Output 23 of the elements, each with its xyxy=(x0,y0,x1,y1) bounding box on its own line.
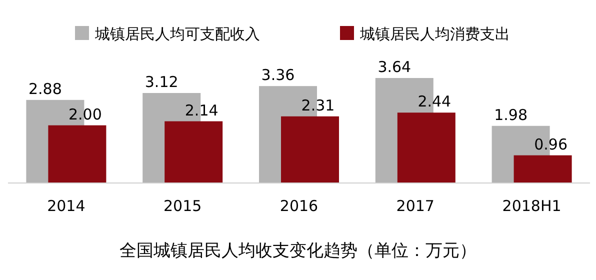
bar xyxy=(514,155,572,183)
data-label: 3.12 xyxy=(144,73,178,91)
x-tick-label: 2018H1 xyxy=(502,197,562,215)
x-tick-label: 2015 xyxy=(164,197,202,215)
legend-label: 城镇居民人均可支配收入 xyxy=(94,25,260,43)
bar xyxy=(48,125,106,183)
data-label: 3.64 xyxy=(378,58,412,76)
data-label: 2.44 xyxy=(418,92,452,111)
data-label: 0.96 xyxy=(534,135,568,154)
x-tick-label: 2016 xyxy=(280,197,318,215)
text: 全国城镇居民人均收支变化趋势（单位：万元） xyxy=(120,241,476,261)
x-tick-label: 2017 xyxy=(396,197,434,215)
bar xyxy=(164,121,223,183)
data-label: 2.00 xyxy=(68,105,102,124)
data-label: 1.98 xyxy=(494,106,528,124)
data-label: 2.31 xyxy=(301,96,335,114)
legend-label: 城镇居民人均消费支出 xyxy=(359,25,510,43)
x-tick-label: 2014 xyxy=(47,197,86,215)
bar xyxy=(397,112,456,183)
data-label: 2.14 xyxy=(184,101,218,120)
data-label: 3.36 xyxy=(261,66,295,84)
data-label: 2.88 xyxy=(28,80,62,98)
bar xyxy=(281,116,339,183)
